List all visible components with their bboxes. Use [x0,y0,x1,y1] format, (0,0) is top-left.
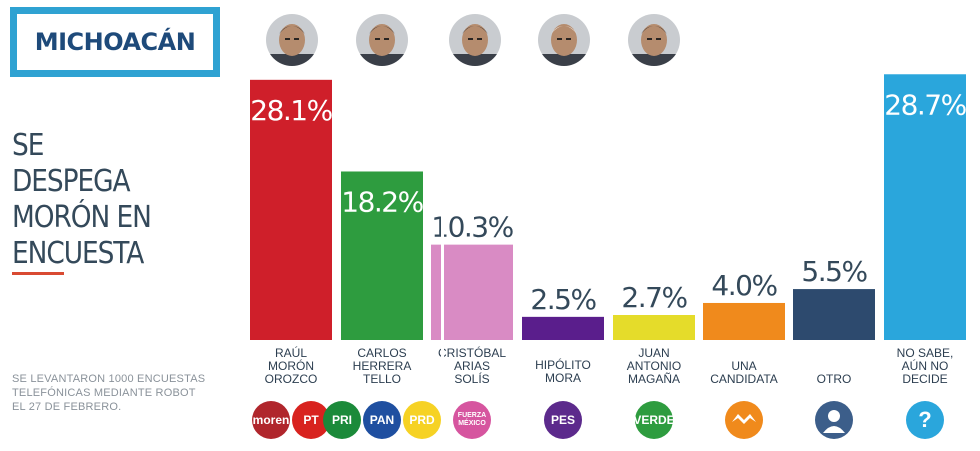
person-silhouette-icon [814,400,854,440]
headline: SE DESPEGA MORÓN EN ENCUESTA [12,128,152,271]
candidate-photo-0 [266,14,318,66]
pri-pan-prd-logo-part-0: PRI [323,401,361,439]
category-label-4-1: ANTONIO [627,359,681,373]
pri-pan-prd-logo-part-2: PRD [403,401,441,439]
category-label-3-1: MORA [545,371,581,385]
category-label-1-0: CARLOS [357,346,406,360]
bar-1 [341,171,423,340]
bar-6 [793,289,875,340]
bar-4 [613,315,695,340]
bar-3 [522,316,604,340]
candidate-photo-3 [538,14,590,66]
pri-pan-prd-logo-part-1: PAN [363,401,401,439]
value-label-6: 5.5% [801,255,867,288]
image-seam [441,0,444,451]
candidate-photo-2 [449,14,501,66]
category-label-0-2: OROZCO [265,372,318,386]
value-label-3: 2.5% [530,283,596,316]
category-label-0-0: RAÚL [275,345,307,360]
pes-logo-part-0: PES [544,401,582,439]
category-label-7-2: DECIDE [902,372,947,386]
bar-5 [703,302,785,340]
question-mark-icon-part-0: ? [906,401,944,439]
pri-pan-prd-logo-text-2: PRD [409,413,435,427]
fuerza-mexico-logo-part-0: FUERZA MÉXICO [453,401,491,439]
category-label-4-2: MAGAÑA [628,372,680,386]
movimiento-ciudadano-logo [724,400,764,440]
pes-logo-text-0: PES [550,413,575,427]
pri-pan-prd-logo-text-1: PAN [369,413,395,427]
morena-pt-logo-part-0: moren [252,401,290,439]
value-label-4: 2.7% [621,281,687,314]
bar-7 [884,74,966,341]
value-label-1: 18.2% [341,185,423,218]
morena-pt-logo-text-1: PT [303,413,319,427]
category-label-4-0: JUAN [638,346,669,360]
morena-pt-logo-text-0: moren [252,413,290,427]
value-label-5: 4.0% [711,269,777,302]
bar-2 [431,244,513,340]
state-title-inner: MICHOACÁN [17,14,213,70]
person-silhouette-icon-part-0 [815,401,853,439]
category-label-1-2: TELLO [363,372,401,386]
category-label-2-2: SOLÍS [454,371,489,386]
candidate-photo-4 [628,14,680,66]
category-label-7-0: NO SABE, [897,346,954,360]
verde-logo-part-0: VERDE [633,401,675,439]
verde-logo: VERDE [633,400,675,440]
category-label-2-0: CRISTÓBAL [438,345,506,360]
pes-logo: PES [543,400,583,440]
question-mark-icon: ? [905,400,945,440]
pri-pan-prd-logo: PRI PAN PRD [322,400,442,440]
pri-pan-prd-logo-text-0: PRI [331,413,352,427]
bar-0 [250,79,332,341]
state-title: MICHOACÁN [34,28,196,56]
value-label-0: 28.1% [250,94,332,127]
survey-note: SE LEVANTARON 1000 ENCUESTAS TELEFÓNICAS… [12,373,206,413]
candidate-photo-1 [356,14,408,66]
fuerza-mexico-logo: FUERZA MÉXICO [452,400,492,440]
category-label-0-1: MORÓN [268,358,314,373]
category-label-5-1: CANDIDATA [710,372,778,386]
category-label-1-1: HERRERA [353,359,412,373]
movimiento-ciudadano-logo-part-0 [725,401,763,439]
category-label-6-0: OTRO [817,372,852,386]
category-label-7-1: AÚN NO [902,358,949,373]
morena-pt-logo: moren PT [251,400,331,440]
category-label-5-0: UNA [731,359,756,373]
category-label-2-1: ARIAS [454,359,490,373]
value-label-2: 10.3% [431,211,513,244]
verde-logo-text-0: VERDE [633,413,675,427]
category-label-3-0: HIPÓLITO [535,357,591,372]
question-mark-icon-text-0: ? [918,407,932,432]
state-title-box: MICHOACÁN [10,7,220,77]
headline-rule [12,272,64,275]
value-label-7: 28.7% [884,88,966,121]
fuerza-mexico-logo-text-0: FUERZA MÉXICO [457,412,487,427]
